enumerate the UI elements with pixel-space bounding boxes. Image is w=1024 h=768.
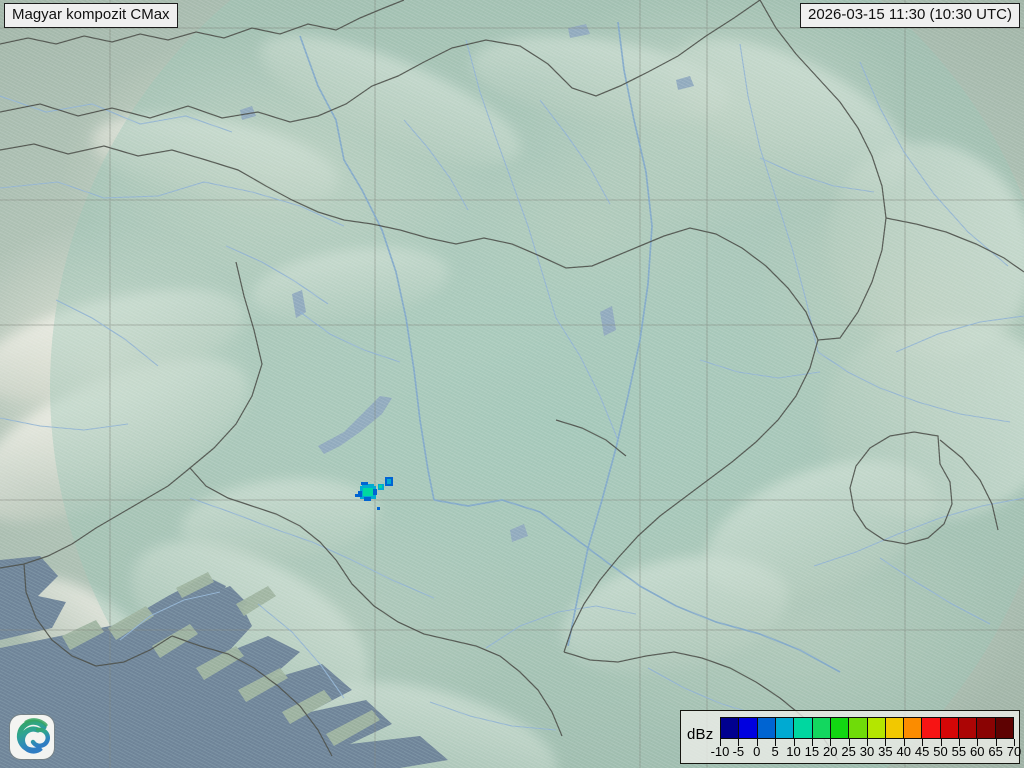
- colorbar-tick: [848, 739, 850, 746]
- colorbar-tick-label: 15: [804, 744, 820, 759]
- colorbar-swatch-8: [867, 718, 886, 738]
- colorbar-tick-label: 10: [786, 744, 801, 759]
- colorbar-tick-label: 60: [970, 744, 985, 759]
- timestamp-box: 2026-03-15 11:30 (10:30 UTC): [799, 3, 1020, 28]
- colorbar-tick: [830, 739, 832, 746]
- product-title-box: Magyar kompozit CMax: [4, 3, 178, 28]
- colorbar-tick: [1014, 739, 1015, 746]
- colorbar-tick: [756, 739, 758, 746]
- colorbar-ticks: [720, 739, 1015, 747]
- colorbar-swatch-1: [739, 718, 758, 738]
- colorbar-tick-label: 20: [823, 744, 838, 759]
- hungaromet-logo[interactable]: [10, 715, 54, 759]
- colorbar-tick-label: 0: [753, 744, 761, 759]
- colorbar-tick: [811, 739, 813, 746]
- colorbar-tick: [958, 739, 960, 746]
- colorbar-tick: [922, 739, 924, 746]
- colorbar-swatch-3: [775, 718, 795, 738]
- colorbar-tick-labels: -10 -5 0 5 10 15 20 25 30 35 40 45 50 55 60 65 70: [711, 744, 1022, 761]
- colorbar-tick-label: 50: [933, 744, 948, 759]
- colorbar-tick: [720, 739, 721, 746]
- colorbar-swatch-7: [849, 718, 868, 738]
- lakes: [240, 24, 694, 542]
- colorbar-tick-label: 70: [1006, 744, 1022, 759]
- colorbar-swatch-9: [885, 718, 905, 738]
- colorbar-swatch-6: [830, 718, 850, 738]
- colorbar-swatch-14: [977, 718, 996, 738]
- colorbar-swatch-10: [904, 718, 923, 738]
- colorbar-tick: [977, 739, 979, 746]
- colorbar-tick-label: 40: [896, 744, 911, 759]
- colorbar-tick: [867, 739, 868, 746]
- colorbar-swatch-5: [812, 718, 831, 738]
- colorbar-swatch-2: [757, 718, 776, 738]
- colorbar-tick-label: -5: [732, 744, 745, 759]
- colorbar-tick: [995, 739, 997, 746]
- colorbar-swatch-11: [922, 718, 941, 738]
- colorbar-tick: [775, 739, 777, 746]
- colorbar-tick-label: -10: [710, 744, 730, 759]
- colorbar-tick: [903, 739, 905, 746]
- colorbar-unit-label: dBz: [687, 726, 714, 743]
- colorbar-tick: [793, 739, 795, 746]
- colorbar-swatch-12: [940, 718, 960, 738]
- colorbar-tick-label: 5: [771, 744, 779, 759]
- colorbar-tick-label: 30: [859, 744, 875, 759]
- sea-adriatic: [0, 556, 448, 768]
- radar-echo-cluster: [352, 470, 402, 515]
- colorbar-tick-label: 45: [914, 744, 930, 759]
- colorbar-swatch-4: [794, 718, 813, 738]
- colorbar-tick-label: 35: [878, 744, 893, 759]
- colorbar-tick: [738, 739, 740, 746]
- colorbar-swatch-0: [721, 718, 740, 738]
- colorbar-tick-label: 25: [841, 744, 856, 759]
- rivers: [0, 21, 1024, 731]
- dbz-colorbar-legend: dBz -10 -5 0 5 10 15 20 25 30 35 40 45 50 55 60 65 70: [680, 710, 1022, 764]
- colorbar-tick-label: 65: [988, 744, 1003, 759]
- spiral-logo-icon: [16, 718, 50, 754]
- adriatic-islands: [62, 572, 380, 746]
- colorbar-tick-label: 55: [951, 744, 967, 759]
- colorbar-swatch-13: [959, 718, 978, 738]
- colorbar-tick: [940, 739, 942, 746]
- timestamp-text: 2026-03-15 11:30 (10:30 UTC): [807, 6, 1012, 23]
- colorbar-gradient: [720, 717, 1014, 739]
- colorbar-swatch-15: [995, 718, 1013, 738]
- product-title-text: Magyar kompozit CMax: [12, 6, 170, 23]
- colorbar-tick: [885, 739, 887, 746]
